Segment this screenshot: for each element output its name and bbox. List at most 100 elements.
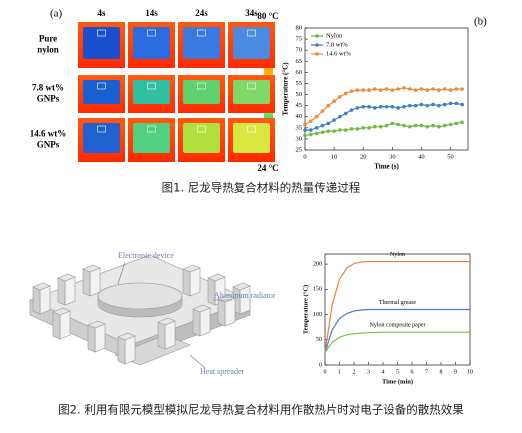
fin — [192, 308, 201, 337]
data-point — [343, 128, 348, 132]
x-tick-label: 0 — [324, 369, 327, 375]
plot-frame — [304, 27, 469, 151]
marker-box — [247, 82, 256, 90]
fin — [94, 323, 106, 353]
diagram-label: Electronic device — [118, 251, 174, 260]
fins — [32, 264, 251, 365]
data-point — [425, 103, 430, 108]
marker-box — [197, 29, 206, 37]
row-label: 7.8 wt% — [32, 83, 64, 93]
data-point — [349, 108, 354, 112]
marker-box — [247, 125, 256, 133]
series-line — [324, 260, 470, 353]
sample — [133, 123, 170, 153]
column-label: 34s — [245, 8, 258, 18]
data-point — [367, 126, 371, 130]
data-point — [419, 123, 424, 128]
series-line — [304, 121, 463, 137]
fin — [57, 273, 76, 282]
column-label: 24s — [195, 8, 208, 18]
fin — [182, 268, 191, 297]
fin — [32, 286, 41, 315]
data-point — [419, 102, 424, 107]
y-tick-label: 25 — [296, 146, 303, 153]
pointer — [117, 261, 126, 285]
legend-swatch — [315, 52, 319, 56]
diagram-label: Heat spreader — [200, 367, 245, 376]
data-point — [343, 111, 348, 116]
data-point — [355, 88, 360, 92]
row-label: GNPs — [37, 140, 60, 150]
data-point — [320, 109, 325, 113]
y-tick-label: 30 — [296, 135, 303, 142]
y-tick-label: 65 — [296, 58, 303, 65]
sample — [83, 80, 120, 104]
fin — [52, 307, 71, 316]
fin — [82, 268, 91, 297]
x-tick-label: 6 — [411, 369, 414, 375]
data-point — [332, 99, 336, 103]
caption: 图2. 利用有限元模型模拟尼龙导热复合材料用作散热片时对电子设备的散热效果 — [58, 403, 464, 417]
x-axis-label: Time (s) — [374, 163, 399, 171]
x-tick-label: 0 — [303, 153, 306, 160]
data-point — [431, 87, 435, 91]
data-point — [320, 130, 325, 135]
row-label: 14.6 wt% — [30, 129, 67, 139]
series-line — [324, 331, 470, 353]
data-point — [448, 122, 453, 127]
data-point — [425, 124, 430, 129]
fin — [52, 311, 61, 340]
data-point — [396, 106, 400, 110]
caption: 图1. 尼龙导热复合材料的热量传递过程 — [162, 181, 361, 195]
fin — [232, 282, 251, 291]
data-point — [454, 101, 459, 106]
data-point — [367, 104, 371, 109]
fin — [32, 282, 51, 291]
fin — [124, 335, 136, 365]
data-point — [338, 94, 342, 99]
marker-box — [97, 29, 106, 37]
fin — [157, 321, 166, 350]
fin — [199, 307, 211, 337]
data-point — [373, 87, 377, 91]
data-point — [314, 126, 319, 130]
row-label: nylon — [37, 45, 59, 55]
data-point — [332, 129, 336, 133]
data-point — [454, 87, 459, 91]
x-tick-label: 10 — [467, 369, 473, 375]
data-point — [378, 104, 383, 109]
data-point — [338, 128, 342, 132]
y-tick-label: 40 — [296, 113, 303, 120]
data-point — [442, 123, 447, 128]
x-tick-label: 10 — [331, 153, 338, 160]
y-tick-label: 70 — [296, 47, 303, 54]
x-tick-label: 2 — [353, 369, 356, 375]
data-point — [384, 87, 389, 91]
fin — [192, 304, 211, 313]
fin — [39, 285, 51, 315]
marker-box — [197, 125, 206, 133]
legend-swatch — [315, 43, 319, 47]
x-tick-label: 40 — [418, 153, 425, 160]
data-point — [448, 88, 453, 92]
fin — [217, 298, 226, 327]
data-point — [373, 106, 377, 110]
y-axis-label: Temperature (°C) — [302, 285, 309, 334]
data-point — [326, 121, 331, 126]
series-label: Nylon — [390, 252, 405, 258]
data-point — [396, 122, 400, 127]
data-point — [355, 106, 360, 110]
x-tick-label: 20 — [360, 153, 367, 160]
marker-box — [147, 29, 156, 37]
data-point — [431, 102, 435, 107]
y-axis-label: Temperature (°C) — [282, 62, 290, 116]
x-tick-label: 5 — [396, 369, 399, 375]
fin — [82, 264, 101, 273]
data-point — [332, 118, 336, 122]
x-tick-label: 9 — [454, 369, 457, 375]
data-point — [326, 103, 331, 108]
y-tick-label: 100 — [313, 312, 322, 318]
data-point — [460, 120, 464, 125]
data-point — [448, 101, 453, 106]
